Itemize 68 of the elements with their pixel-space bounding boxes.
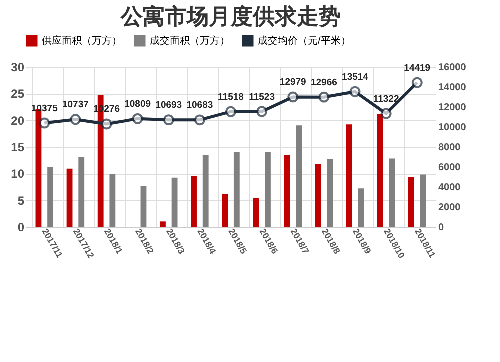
data-label: 10375 [31, 103, 59, 114]
data-label: 12966 [310, 77, 338, 88]
bar [253, 198, 260, 227]
point [350, 86, 361, 98]
data-label: 11322 [373, 94, 400, 105]
legend-label: 成交面积（万方） [150, 35, 230, 47]
y2-tick-label: 8000 [438, 142, 462, 154]
bar [160, 222, 166, 227]
point [70, 114, 82, 126]
y2-tick-label: 14000 [438, 82, 467, 94]
point [163, 114, 174, 126]
bar [284, 155, 290, 227]
data-label: 11518 [218, 92, 244, 103]
data-label: 10809 [124, 98, 152, 110]
y2-tick-label: 10000 [438, 122, 467, 134]
bar [140, 186, 147, 227]
bar [48, 167, 54, 227]
y2-tick-label: 16000 [438, 62, 467, 74]
bar [327, 159, 334, 227]
y2-tick-label: 4000 [438, 182, 462, 194]
bar [78, 157, 85, 227]
data-label: 10693 [156, 100, 182, 112]
y-tick-label: 5 [18, 194, 25, 208]
data-label: 14419 [404, 62, 431, 74]
bar [202, 155, 209, 227]
bar [66, 168, 73, 227]
bar [265, 152, 271, 227]
data-label: 10683 [186, 100, 214, 112]
bar [408, 177, 414, 227]
bar [172, 178, 178, 227]
point [194, 114, 206, 126]
point [412, 77, 423, 88]
point [288, 92, 299, 103]
bar [296, 126, 302, 227]
y-tick-label: 15 [11, 140, 25, 154]
bar [377, 114, 384, 227]
bar [315, 164, 322, 227]
y2-tick-label: 12000 [438, 102, 467, 114]
chart-title: 公寓市场月度供求走势 [120, 4, 341, 29]
y-tick-label: 20 [11, 114, 25, 128]
point [39, 118, 50, 129]
point [318, 92, 330, 103]
point [256, 106, 268, 118]
data-label: 11523 [249, 92, 276, 103]
y-tick-label: 0 [18, 220, 25, 234]
y2-tick-label: 0 [438, 222, 444, 234]
bar [191, 176, 197, 227]
bar [420, 174, 426, 227]
bar [234, 152, 240, 227]
legend-label: 成交均价（元/平米） [258, 35, 351, 47]
y2-tick-label: 2000 [438, 202, 462, 214]
data-label: 13514 [342, 72, 370, 83]
bar [346, 124, 352, 227]
data-label: 10737 [62, 100, 89, 111]
point [226, 106, 236, 118]
y-tick-label: 30 [11, 60, 25, 74]
bar [389, 158, 396, 227]
y-tick-label: 25 [11, 87, 25, 102]
data-label: 12979 [280, 77, 306, 88]
point [380, 108, 392, 120]
bar [110, 174, 116, 227]
y-tick-label: 10 [11, 167, 25, 182]
y2-tick-label: 6000 [438, 162, 462, 174]
point [132, 113, 144, 124]
bar [222, 194, 228, 227]
bar [358, 188, 364, 227]
point [101, 118, 112, 130]
legend-label: 供应面积（万方） [42, 35, 122, 47]
